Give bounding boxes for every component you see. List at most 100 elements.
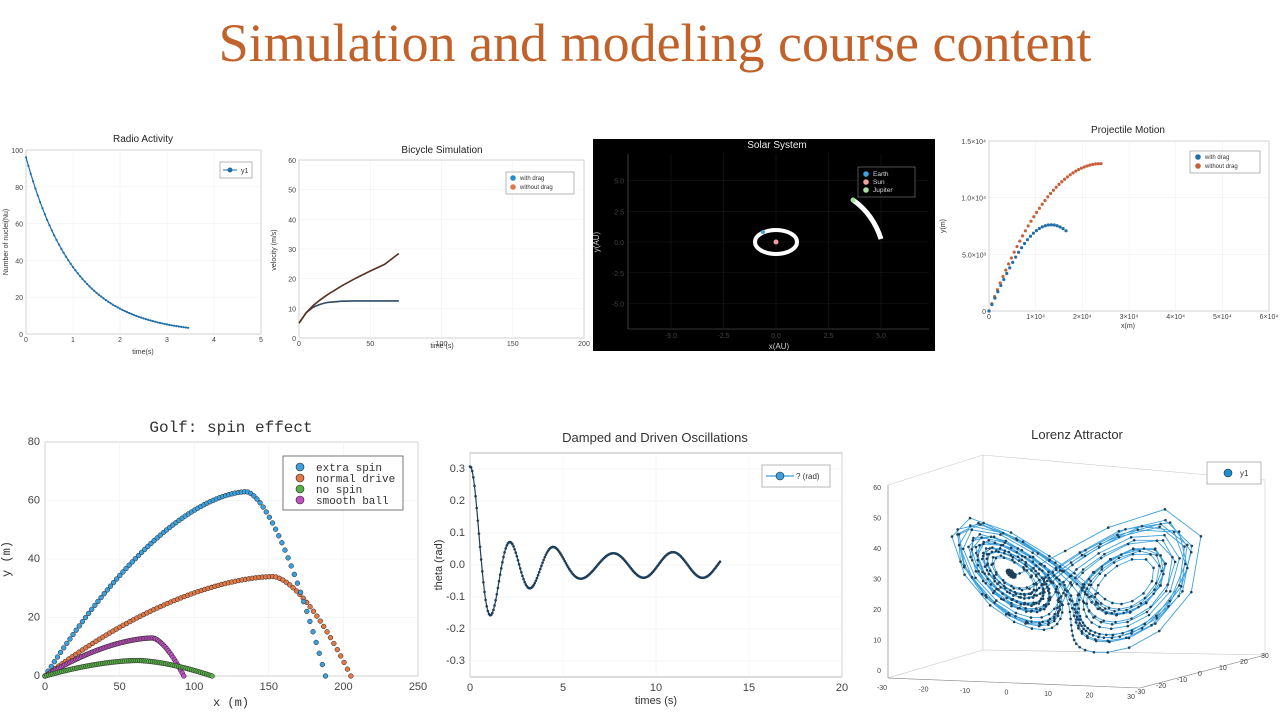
data-point: [1073, 571, 1076, 575]
data-point: [1098, 625, 1101, 629]
data-point: [950, 535, 954, 538]
data-point: [998, 547, 1002, 550]
series-marks: [42, 489, 354, 679]
data-point: [1153, 548, 1157, 551]
data-point: [1094, 592, 1097, 596]
data-point: [1044, 582, 1048, 586]
legend-marker: [510, 175, 516, 181]
data-point: [1014, 537, 1018, 540]
data-point: [981, 557, 984, 561]
data-point: [78, 275, 82, 278]
data-point: [982, 540, 985, 544]
data-point: [1043, 198, 1047, 203]
data-point: [1172, 530, 1176, 534]
data-point: [979, 523, 982, 526]
data-point: [154, 320, 157, 323]
data-point: [504, 547, 508, 550]
data-point: [1034, 564, 1038, 567]
data-point: [1068, 598, 1072, 601]
data-point: [1089, 629, 1092, 632]
data-point: [1087, 583, 1091, 587]
data-point: [27, 164, 30, 167]
data-point: [1038, 578, 1041, 582]
legend-entry: y1: [241, 168, 249, 175]
series-marks: [950, 508, 1203, 654]
grid: [25, 149, 262, 335]
data-point: [102, 297, 105, 300]
data-point: [1048, 558, 1051, 562]
y-tick-label: 50: [288, 188, 296, 195]
data-point: [1071, 171, 1075, 175]
data-point: [544, 553, 548, 556]
data-point: [109, 302, 112, 305]
data-point: [137, 315, 140, 318]
chart-title: Radio Activity: [113, 134, 173, 145]
data-point: [1091, 162, 1095, 167]
data-point: [142, 317, 145, 320]
data-point: [60, 247, 63, 250]
earth-marker: [761, 230, 765, 234]
data-point: [1164, 518, 1167, 522]
data-point: [983, 565, 987, 568]
data-point: [981, 551, 985, 555]
data-point: [1051, 571, 1055, 574]
jupiter-orbit-arc: [851, 197, 884, 240]
oscillation-svg: Damped and Driven Oscillations 0 5 10 15 200…: [433, 430, 848, 707]
data-point: [522, 577, 525, 581]
data-point: [1106, 526, 1110, 529]
x-tick-label: 150: [507, 341, 519, 348]
data-point: [290, 585, 296, 591]
data-point: [995, 573, 998, 576]
data-point: [257, 500, 263, 506]
data-point: [479, 558, 483, 561]
data-point: [999, 586, 1002, 589]
data-point: [1120, 553, 1123, 556]
data-point: [1031, 231, 1036, 235]
data-point: [120, 569, 126, 575]
legend-marker: [1223, 468, 1233, 478]
data-point: [998, 281, 1002, 285]
data-point: [260, 504, 266, 510]
data-point: [1186, 566, 1189, 570]
data-point: [1023, 602, 1026, 606]
tick-labels: 0 1×10⁴ 2×10⁴ 3×10⁴ 4×10⁴ 5×10⁴ 6×10⁴ 0 5.0×10³ 1…: [961, 139, 1278, 321]
data-point: [1032, 582, 1036, 586]
data-point: [1089, 583, 1093, 587]
data-point: [1080, 624, 1083, 627]
data-point: [1042, 604, 1046, 607]
data-point: [282, 547, 288, 553]
data-point: [718, 560, 722, 564]
data-point: [511, 542, 514, 546]
data-point: [970, 558, 974, 562]
y-tick-label: 80: [15, 185, 23, 192]
y-tick-label: 30: [288, 247, 296, 254]
data-point: [1053, 612, 1056, 616]
y-tick-label: 20: [28, 612, 40, 624]
data-point: [986, 577, 989, 581]
data-point: [1017, 595, 1021, 599]
data-point: [310, 608, 317, 614]
data-point: [114, 304, 117, 308]
data-point: [1118, 635, 1122, 638]
legend-entry: without drag: [1204, 164, 1238, 170]
data-point: [1052, 223, 1056, 227]
data-point: [1046, 223, 1050, 227]
data-point: [1020, 548, 1024, 552]
legend-entry: smooth ball: [316, 496, 389, 508]
data-point: [1045, 585, 1049, 589]
data-point: [540, 564, 543, 568]
data-point: [1001, 592, 1004, 595]
data-point: [1061, 227, 1065, 231]
data-point: [987, 539, 991, 542]
data-point: [322, 673, 329, 679]
data-point: [1100, 602, 1103, 605]
data-point: [1164, 589, 1168, 593]
data-point: [279, 540, 285, 546]
data-point: [959, 560, 962, 563]
data-point: [478, 545, 482, 549]
data-point: [543, 555, 547, 559]
data-point: [1109, 627, 1113, 631]
data-point: [1130, 558, 1134, 561]
data-point: [1044, 605, 1048, 608]
data-point: [51, 659, 57, 665]
